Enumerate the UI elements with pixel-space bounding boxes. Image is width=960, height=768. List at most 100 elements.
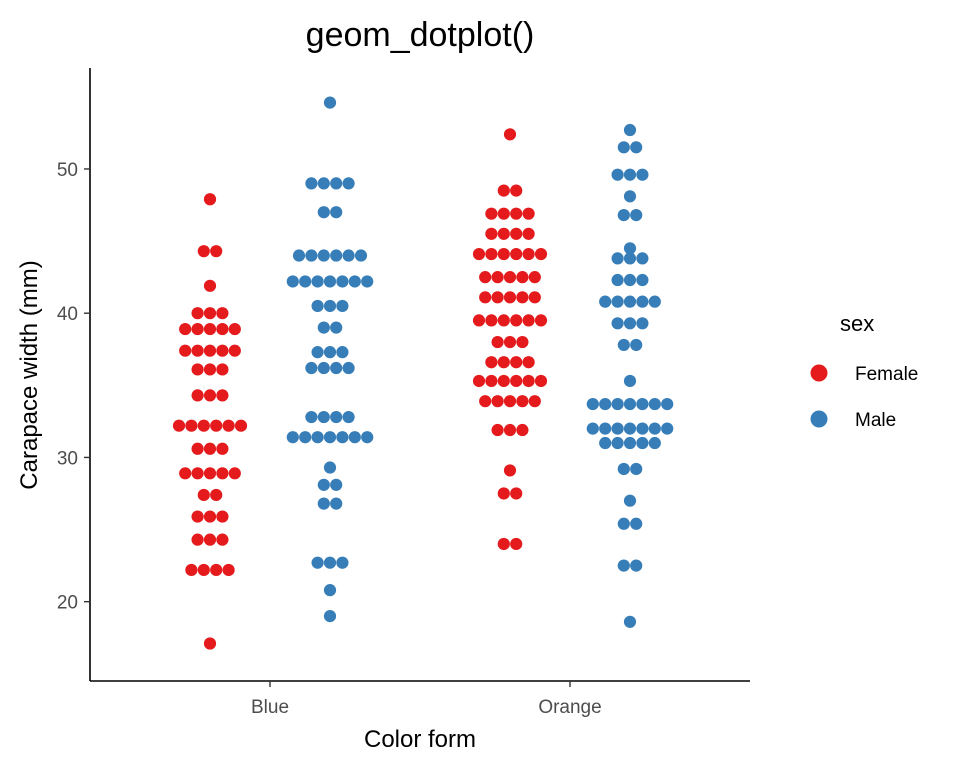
data-point-female-blue [216, 467, 229, 480]
data-point-female-orange [516, 291, 529, 304]
data-point-female-blue [216, 322, 229, 336]
data-point-female-orange [479, 395, 492, 408]
data-point-male-orange [617, 559, 630, 572]
data-point-male-blue [317, 321, 330, 334]
data-point-male-orange [617, 209, 630, 222]
data-point-male-orange [586, 397, 599, 411]
data-point-male-blue [323, 584, 337, 597]
data-point-female-orange [534, 314, 548, 327]
data-point-female-blue [197, 563, 210, 577]
data-point-male-blue [317, 206, 330, 219]
data-point-female-orange [485, 247, 498, 261]
data-point-male-blue [336, 299, 349, 313]
data-point-male-orange [599, 422, 612, 435]
data-point-male-blue [299, 275, 312, 288]
data-point-male-orange [636, 295, 649, 308]
data-point-male-orange [617, 517, 630, 530]
data-point-female-orange [497, 356, 510, 369]
data-point-female-blue [191, 322, 204, 336]
data-point-female-blue [203, 533, 217, 546]
data-point-female-blue [210, 488, 223, 502]
data-point-female-blue [203, 637, 217, 650]
data-point-female-orange [522, 374, 535, 388]
data-point-female-blue [234, 419, 248, 432]
data-point-female-orange [510, 314, 523, 327]
data-point-female-blue [216, 510, 229, 523]
data-point-female-blue [216, 389, 229, 402]
data-point-female-blue [216, 307, 229, 320]
data-point-female-orange [472, 374, 486, 388]
data-point-female-orange [510, 487, 523, 500]
data-point-female-orange [503, 464, 517, 477]
data-point-female-orange [485, 227, 498, 240]
data-point-female-blue [203, 389, 217, 402]
data-point-female-orange [491, 395, 504, 408]
data-point-male-blue [336, 556, 349, 569]
data-point-male-blue [330, 321, 343, 334]
data-point-female-orange [516, 395, 529, 408]
data-point-female-blue [203, 363, 217, 376]
data-point-male-orange [611, 252, 624, 265]
data-point-male-orange [661, 422, 674, 435]
data-point-female-orange [510, 247, 523, 261]
data-point-male-orange [611, 295, 624, 308]
data-point-female-orange [516, 271, 529, 284]
data-point-female-orange [522, 227, 535, 240]
data-point-female-orange [510, 356, 523, 369]
data-point-female-orange [497, 314, 510, 327]
data-point-male-orange [630, 338, 643, 352]
data-point-male-orange [636, 273, 649, 287]
legend: sex Female Male [810, 311, 918, 431]
data-point-female-orange [528, 395, 541, 408]
data-point-male-orange [623, 422, 637, 435]
data-point-male-orange [636, 397, 649, 411]
data-point-male-blue [317, 478, 330, 491]
data-point-female-blue [210, 419, 223, 432]
legend-key-male [810, 410, 828, 428]
data-points [172, 96, 674, 650]
data-point-female-orange [472, 314, 486, 327]
data-point-female-orange [503, 271, 517, 284]
data-point-male-blue [323, 96, 337, 109]
data-point-male-blue [342, 249, 355, 262]
data-point-female-orange [479, 291, 492, 304]
data-point-male-orange [636, 317, 649, 330]
data-point-female-orange [510, 374, 523, 388]
data-point-male-orange [599, 436, 612, 450]
data-point-male-blue [348, 275, 361, 288]
data-point-male-orange [623, 242, 637, 255]
data-point-female-blue [228, 322, 241, 336]
data-point-male-blue [323, 275, 337, 288]
data-point-male-blue [336, 275, 349, 288]
data-point-male-orange [636, 168, 649, 181]
data-point-male-orange [648, 397, 661, 411]
data-point-female-orange [503, 128, 517, 141]
data-point-male-orange [648, 295, 661, 308]
data-point-female-blue [216, 363, 229, 376]
data-point-male-blue [330, 497, 343, 510]
data-point-female-blue [222, 419, 235, 432]
data-point-male-orange [599, 295, 612, 308]
data-point-male-orange [617, 141, 630, 154]
data-point-male-orange [623, 168, 637, 181]
data-point-male-blue [330, 206, 343, 219]
y-axis-ticks: 20 30 40 50 [57, 160, 90, 614]
legend-label-female: Female [855, 364, 918, 385]
data-point-female-blue [210, 563, 223, 577]
data-point-female-blue [179, 322, 192, 336]
y-tick-label: 20 [57, 593, 78, 614]
data-point-female-orange [528, 271, 541, 284]
data-point-male-orange [648, 436, 661, 450]
data-point-female-orange [497, 247, 510, 261]
data-point-female-blue [203, 193, 217, 206]
data-point-male-blue [323, 461, 337, 474]
y-tick-label: 30 [57, 448, 78, 469]
data-point-male-blue [330, 478, 343, 491]
data-point-female-blue [228, 467, 241, 480]
data-point-male-blue [311, 346, 324, 359]
data-point-male-blue [330, 177, 343, 190]
data-point-male-orange [630, 462, 643, 476]
data-point-female-orange [534, 374, 548, 388]
data-point-male-orange [599, 397, 612, 411]
data-point-male-blue [317, 497, 330, 510]
